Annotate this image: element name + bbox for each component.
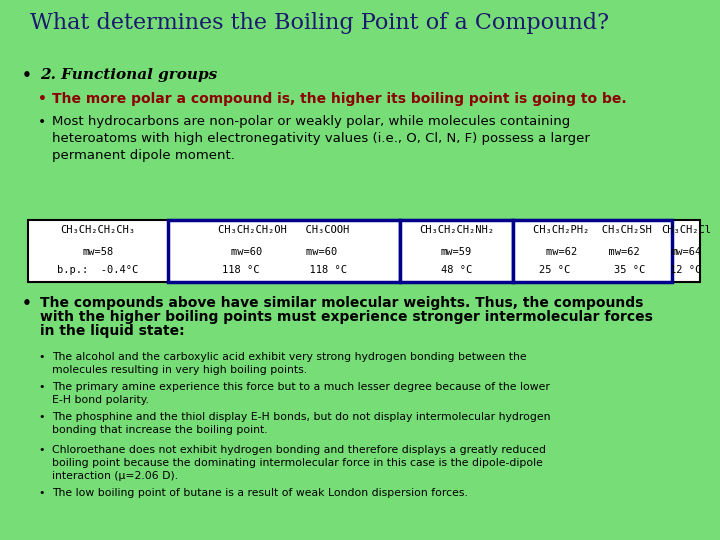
Text: mw=64: mw=64 — [670, 247, 701, 257]
Text: What determines the Boiling Point of a Compound?: What determines the Boiling Point of a C… — [30, 12, 609, 34]
FancyBboxPatch shape — [400, 220, 513, 282]
Text: CH₃CH₂Cl: CH₃CH₂Cl — [661, 225, 711, 235]
Text: The more polar a compound is, the higher its boiling point is going to be.: The more polar a compound is, the higher… — [52, 92, 626, 106]
Text: in the liquid state:: in the liquid state: — [40, 324, 184, 338]
Text: •: • — [38, 412, 45, 422]
Text: •: • — [38, 352, 45, 362]
Text: Most hydrocarbons are non-polar or weakly polar, while molecules containing
hete: Most hydrocarbons are non-polar or weakl… — [52, 115, 590, 162]
Text: •: • — [22, 68, 32, 83]
Text: mw=60       mw=60: mw=60 mw=60 — [231, 247, 337, 257]
Text: 2. Functional groups: 2. Functional groups — [40, 68, 217, 82]
Text: mw=59: mw=59 — [441, 247, 472, 257]
FancyBboxPatch shape — [168, 220, 400, 282]
Text: •: • — [22, 296, 32, 311]
Text: CH₃CH₂PH₂  CH₃CH₂SH: CH₃CH₂PH₂ CH₃CH₂SH — [533, 225, 652, 235]
Text: •: • — [38, 445, 45, 455]
Text: •: • — [38, 382, 45, 392]
Text: The phosphine and the thiol display E-H bonds, but do not display intermolecular: The phosphine and the thiol display E-H … — [52, 412, 551, 435]
FancyBboxPatch shape — [28, 220, 700, 282]
Text: Chloroethane does not exhibit hydrogen bonding and therefore displays a greatly : Chloroethane does not exhibit hydrogen b… — [52, 445, 546, 481]
Text: CH₃CH₂CH₂NH₂: CH₃CH₂CH₂NH₂ — [419, 225, 494, 235]
Text: b.p.:  -0.4°C: b.p.: -0.4°C — [58, 265, 139, 275]
Text: with the higher boiling points must experience stronger intermolecular forces: with the higher boiling points must expe… — [40, 310, 653, 324]
Text: 118 °C        118 °C: 118 °C 118 °C — [222, 265, 346, 275]
Text: The alcohol and the carboxylic acid exhibit very strong hydrogen bonding between: The alcohol and the carboxylic acid exhi… — [52, 352, 526, 375]
Text: 25 °C       35 °C: 25 °C 35 °C — [539, 265, 646, 275]
Text: •: • — [38, 115, 46, 129]
Text: •: • — [38, 92, 47, 106]
Text: The primary amine experience this force but to a much lesser degree because of t: The primary amine experience this force … — [52, 382, 550, 405]
Text: 48 °C: 48 °C — [441, 265, 472, 275]
Text: The low boiling point of butane is a result of weak London dispersion forces.: The low boiling point of butane is a res… — [52, 488, 468, 498]
Text: CH₃CH₂CH₂OH   CH₃COOH: CH₃CH₂CH₂OH CH₃COOH — [218, 225, 350, 235]
Text: •: • — [38, 488, 45, 498]
Text: CH₃CH₂CH₂CH₃: CH₃CH₂CH₂CH₃ — [60, 225, 135, 235]
Text: The compounds above have similar molecular weights. Thus, the compounds: The compounds above have similar molecul… — [40, 296, 644, 310]
Text: mw=62     mw=62: mw=62 mw=62 — [546, 247, 639, 257]
Text: mw=58: mw=58 — [82, 247, 114, 257]
FancyBboxPatch shape — [513, 220, 672, 282]
Text: 12 °C: 12 °C — [670, 265, 701, 275]
